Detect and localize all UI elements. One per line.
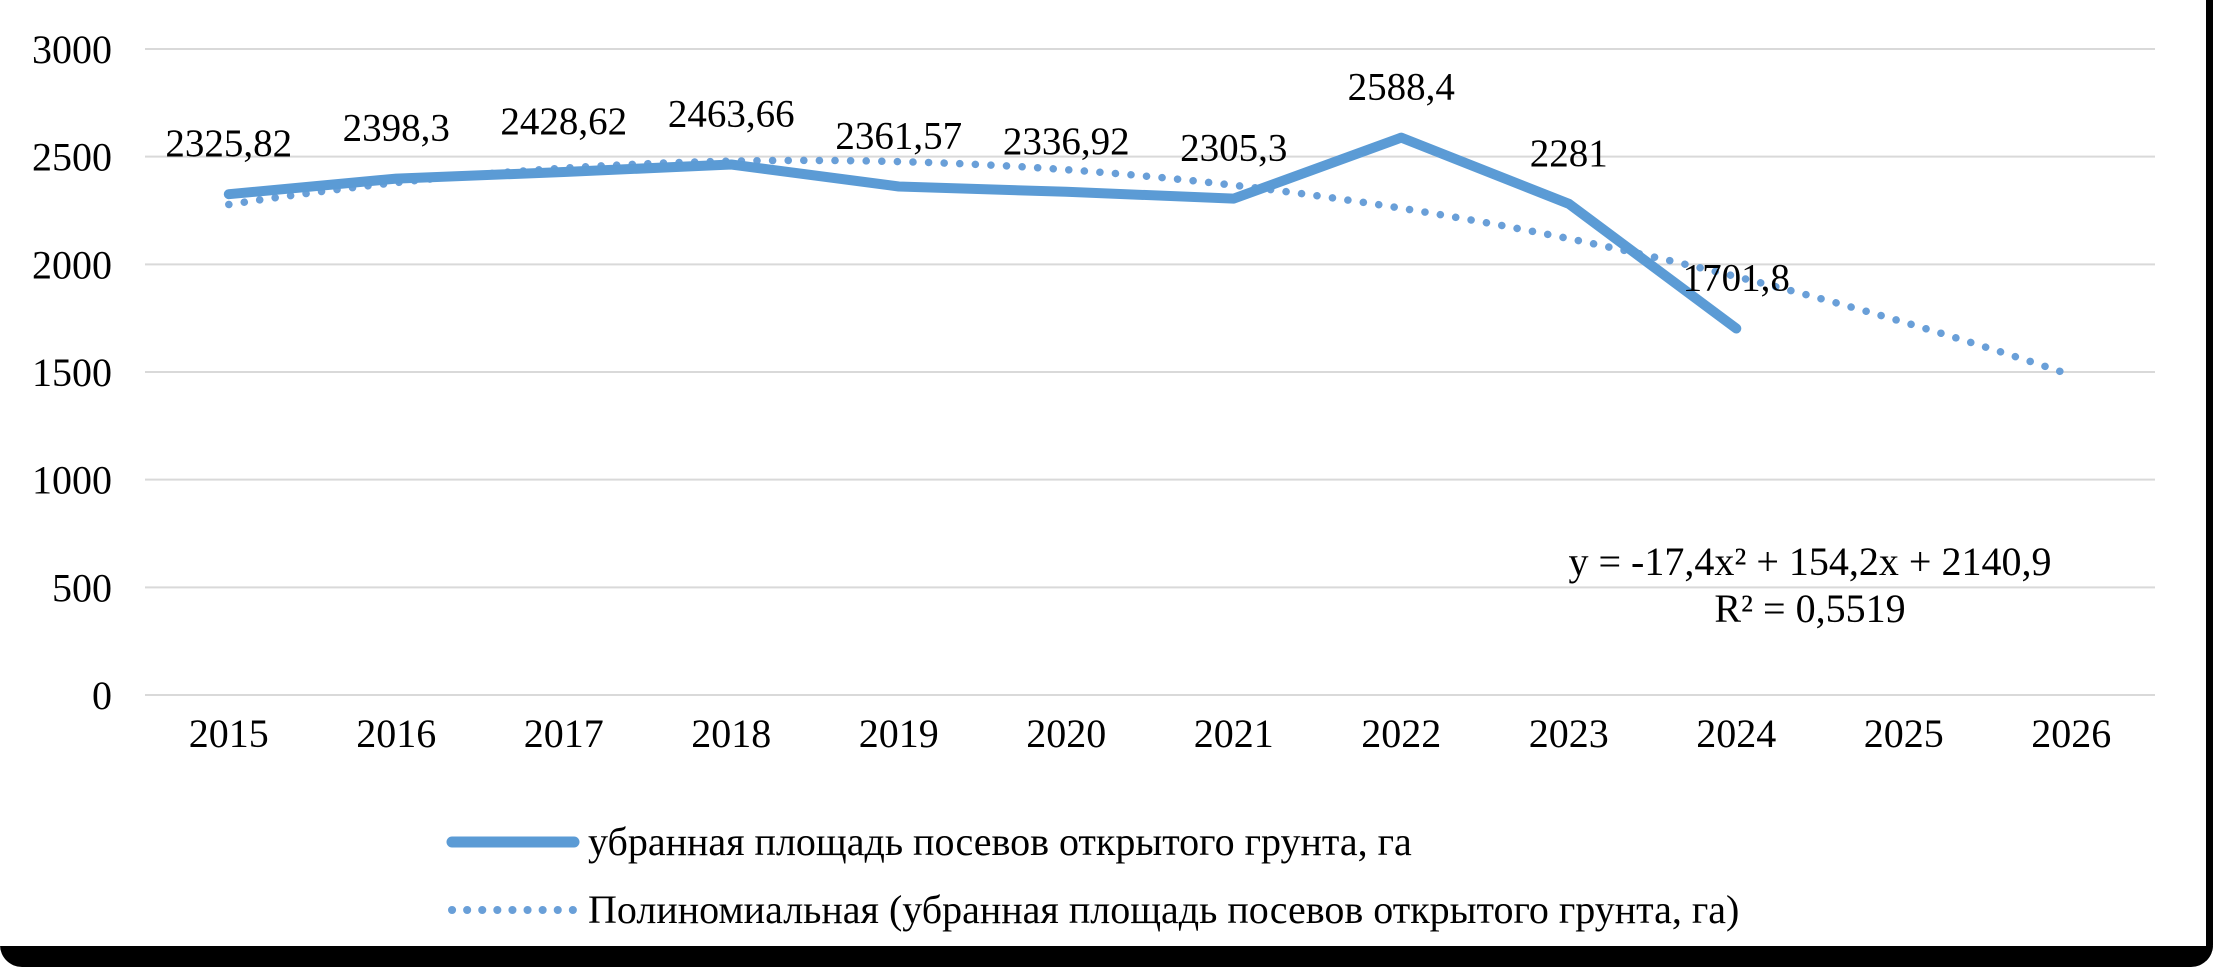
data-label: 2398,3 [343, 107, 450, 150]
data-label: 2336,92 [1003, 120, 1130, 163]
x-axis-label: 2026 [2031, 711, 2111, 756]
x-axis-label: 2015 [189, 711, 269, 756]
legend-item-series: убранная площадь посевов открытого грунт… [446, 820, 1739, 864]
frame-border-right [2206, 0, 2213, 967]
y-axis-label: 2500 [32, 135, 112, 180]
x-axis-label: 2020 [1026, 711, 1106, 756]
frame-border-bottom [0, 946, 2213, 967]
legend-label-trendline: Полиномиальная (убранная площадь посевов… [588, 887, 1740, 932]
data-label: 2463,66 [668, 92, 795, 135]
r-squared-value: R² = 0,5519 [1714, 586, 1905, 631]
x-axis-label: 2024 [1696, 711, 1776, 756]
x-axis-label: 2022 [1361, 711, 1441, 756]
y-axis-label: 1500 [32, 350, 112, 395]
trendline-equation: y = -17,4x² + 154,2x + 2140,9 [1569, 539, 2052, 584]
data-label: 2325,82 [165, 122, 292, 165]
x-axis-label: 2021 [1194, 711, 1274, 756]
x-axis-label: 2025 [1864, 711, 1944, 756]
y-axis-label: 500 [52, 565, 112, 610]
data-label: 1701,8 [1683, 257, 1790, 300]
data-label: 2361,57 [835, 114, 962, 157]
x-axis-label: 2018 [691, 711, 771, 756]
x-axis-label: 2023 [1529, 711, 1609, 756]
x-axis-label: 2019 [859, 711, 939, 756]
chart: 0 500 1000 1500 2000 2500 3000 2015 2016 2017 2018… [32, 27, 2155, 756]
x-axis-label: 2017 [524, 711, 604, 756]
data-label: 2428,62 [500, 100, 627, 143]
legend-label-series: убранная площадь посевов открытого грунт… [588, 819, 1412, 864]
y-axis-label: 3000 [32, 27, 112, 72]
legend-swatch-dotted-line-icon [448, 906, 578, 914]
y-axis-label: 2000 [32, 242, 112, 287]
legend-swatch-solid-line-icon [446, 836, 580, 848]
chart-legend: убранная площадь посевов открытого грунт… [446, 820, 1739, 932]
data-label: 2281 [1530, 132, 1608, 175]
x-axis-label: 2016 [356, 711, 436, 756]
series-line [223, 132, 1742, 334]
data-label: 2305,3 [1180, 127, 1287, 170]
legend-item-trendline: Полиномиальная (убранная площадь посевов… [446, 888, 1739, 932]
data-label: 2588,4 [1348, 66, 1455, 109]
y-axis-label: 0 [92, 673, 112, 718]
y-axis-label: 1000 [32, 458, 112, 503]
